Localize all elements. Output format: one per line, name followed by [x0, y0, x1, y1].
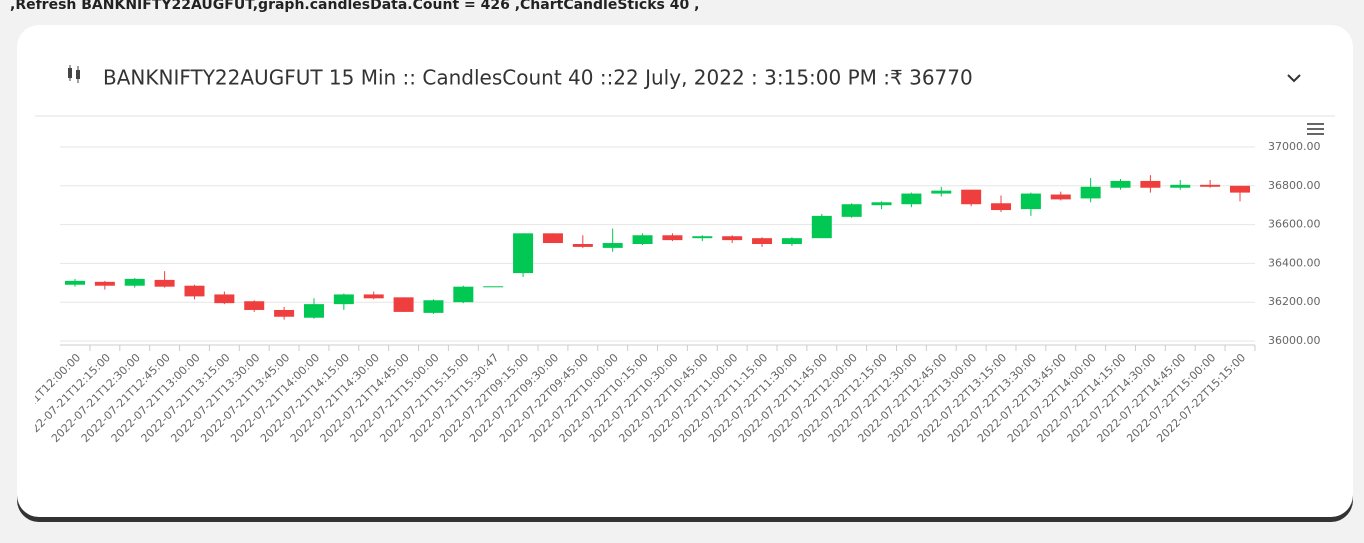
candle-body: [901, 193, 922, 205]
candle-body: [1230, 185, 1250, 193]
candle-body: [303, 304, 324, 318]
candle-body: [961, 189, 982, 205]
candle-body: [781, 238, 802, 244]
y-tick-label: 36400.00: [1268, 256, 1321, 269]
candle-body: [453, 286, 474, 303]
candle-body: [184, 285, 205, 297]
candle-body: [483, 286, 504, 288]
candle-body: [752, 238, 773, 244]
candle-body: [65, 280, 85, 285]
candle-body: [124, 278, 145, 286]
candle-body: [662, 235, 683, 241]
candle-body: [94, 281, 115, 286]
candle-body: [393, 297, 414, 312]
y-tick-label: 36200.00: [1268, 295, 1321, 308]
candle-body: [214, 294, 235, 304]
y-tick-label: 36600.00: [1268, 218, 1321, 231]
candle-body: [632, 235, 653, 244]
candle-body: [1020, 193, 1041, 210]
collapse-button[interactable]: [1287, 74, 1301, 83]
card: [17, 25, 1353, 517]
candle-body: [871, 202, 892, 206]
candle-body: [274, 309, 295, 317]
candle-body: [722, 236, 743, 241]
candle-body: [1080, 186, 1101, 199]
candle-body: [513, 233, 534, 274]
candle-body: [1110, 180, 1131, 188]
candle-body: [692, 236, 713, 239]
candle-icon: [68, 65, 80, 83]
candle-body: [542, 233, 563, 244]
candle-body: [1170, 184, 1191, 188]
candle-body: [1050, 194, 1071, 200]
candle-body: [423, 300, 444, 313]
y-tick-label: 36800.00: [1268, 179, 1321, 192]
candle-body: [1140, 180, 1161, 188]
candle-body: [572, 244, 593, 247]
candle-body: [244, 301, 265, 310]
candle-body: [154, 279, 175, 287]
candle-body: [931, 190, 952, 194]
candle-body: [811, 215, 832, 239]
candle-body: [991, 203, 1012, 211]
candle-body: [1200, 184, 1221, 187]
chart-menu[interactable]: [1307, 123, 1324, 135]
candle-body: [333, 294, 354, 305]
card-title: BANKNIFTY22AUGFUT 15 Min :: CandlesCount…: [103, 66, 973, 90]
candle-body: [363, 294, 384, 299]
y-tick-label: 37000.00: [1268, 140, 1321, 153]
candle-body: [602, 243, 623, 248]
y-tick-label: 36000.00: [1268, 334, 1321, 347]
candle-body: [841, 204, 862, 217]
status-text: ,Refresh BANKNIFTY22AUGFUT,graph.candles…: [10, 0, 699, 13]
